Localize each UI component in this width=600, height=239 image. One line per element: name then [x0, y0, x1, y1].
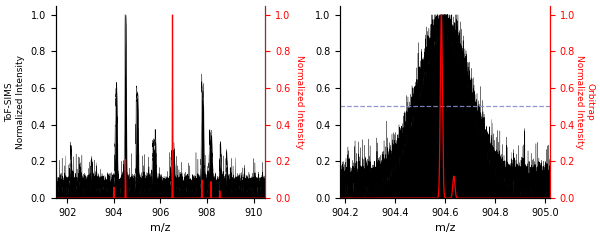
X-axis label: m/z: m/z: [435, 223, 455, 234]
X-axis label: m/z: m/z: [150, 223, 170, 234]
Y-axis label: Orbitrap
Normalized Intensity: Orbitrap Normalized Intensity: [575, 55, 595, 149]
Y-axis label: Normalized Intensity: Normalized Intensity: [295, 55, 304, 149]
Y-axis label: ToF-SIMS
Normalized Intensity: ToF-SIMS Normalized Intensity: [5, 55, 25, 149]
